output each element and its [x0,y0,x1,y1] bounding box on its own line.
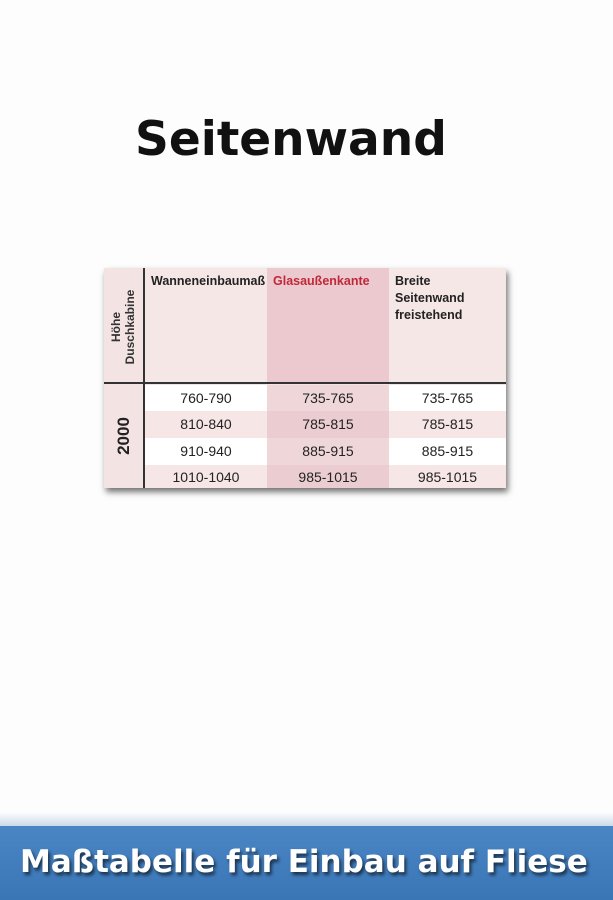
table-cell: 985-1015 [267,465,389,488]
table-cell: 810-840 [145,411,267,438]
column-header-glasaussenkante: Glasaußenkante [267,268,389,384]
height-cell: 2000 [104,384,145,488]
row-header-line-1: Höhe [109,312,123,342]
table-cell: 885-915 [267,438,389,465]
table-cell: 785-815 [267,411,389,438]
row-header-cell: Höhe Duschkabine [104,268,145,384]
table-cell: 985-1015 [389,465,506,488]
table-cell: 735-765 [267,385,389,411]
row-header-line-2: Duschkabine [123,289,137,365]
column-header-breite-seitenwand: Breite Seitenwand freistehend [389,268,506,384]
row-header-label: Höhe Duschkabine [109,269,139,385]
dimension-table: Höhe Duschkabine 2000 Wanneneinbaumaß Gl… [104,268,506,488]
table-cell: 785-815 [389,411,506,438]
page-title: Seitenwand [135,112,447,167]
footer-banner: Maßtabelle für Einbau auf Fliese [0,826,613,900]
table-cell: 735-765 [389,385,506,411]
height-value: 2000 [114,417,133,455]
table-cell: 760-790 [145,385,267,411]
table-cell: 885-915 [389,438,506,465]
footer-fade [0,812,613,828]
table-cell: 1010-1040 [145,465,267,488]
column-header-wanneneinbaumass: Wanneneinbaumaß [145,268,267,384]
footer-caption: Maßtabelle für Einbau auf Fliese [20,844,588,880]
table-cell: 910-940 [145,438,267,465]
